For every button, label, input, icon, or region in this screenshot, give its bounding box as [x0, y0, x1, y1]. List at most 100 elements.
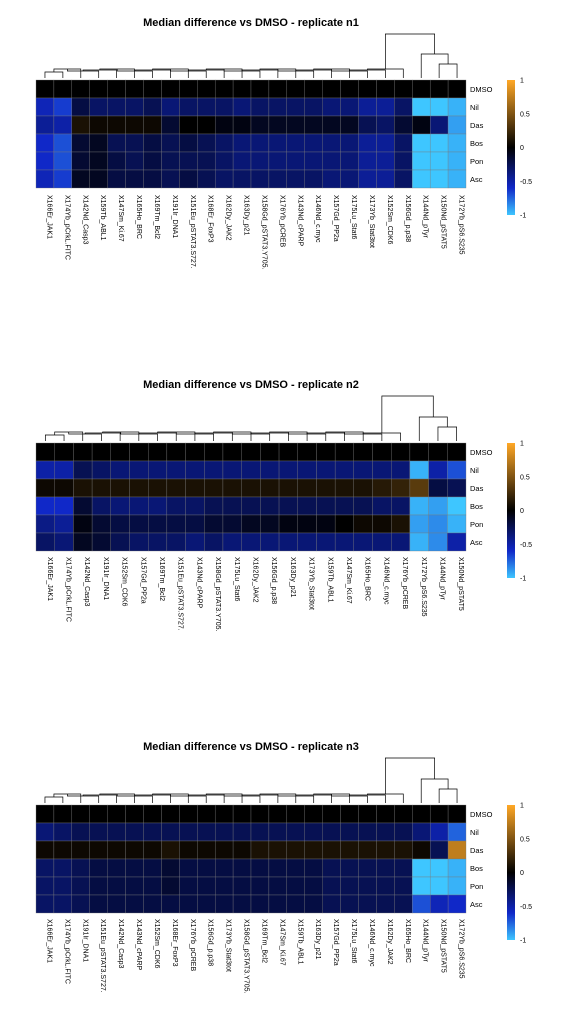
- heatmap-cell: [107, 858, 126, 878]
- heatmap-cell: [125, 115, 144, 135]
- heatmap-cell: [143, 169, 162, 189]
- heatmap-cell: [304, 876, 323, 896]
- heatmap-cell: [161, 840, 180, 860]
- heatmap-cell: [429, 894, 449, 914]
- heatmap-cell: [54, 478, 74, 498]
- heatmap-cell: [241, 442, 261, 462]
- heatmap-cell: [358, 840, 377, 860]
- heatmap-cell: [71, 151, 90, 171]
- heatmap-cell: [107, 133, 126, 153]
- heatmap-cell: [89, 858, 108, 878]
- heatmap-cell: [147, 496, 168, 516]
- heatmap-cell: [110, 496, 130, 516]
- column-label: X152Sm_CDK6: [153, 919, 160, 969]
- heatmap-cell: [214, 169, 234, 189]
- heatmap-cell: [204, 496, 224, 516]
- column-label: X176Yb_pCREB: [189, 919, 196, 971]
- heatmap-cell: [143, 876, 162, 896]
- heatmap-cell: [110, 478, 130, 498]
- heatmap-cell: [412, 804, 431, 824]
- column-label: X158Gd_pSTAT3.Y705.: [260, 195, 267, 270]
- heatmap-cell: [129, 496, 149, 516]
- heatmap-cell: [125, 169, 144, 189]
- heatmap-cell: [376, 133, 395, 153]
- heatmap-cell: [376, 115, 395, 135]
- heatmap-cell: [91, 460, 111, 480]
- color-scale-tick: 1: [520, 441, 524, 448]
- column-label: X191Ir_DNA1: [171, 195, 178, 238]
- heatmap-cell: [334, 514, 355, 534]
- heatmap-cell: [268, 115, 288, 135]
- heatmap-cell: [179, 151, 198, 171]
- heatmap-cell: [222, 514, 242, 534]
- heatmap-cell: [412, 822, 431, 842]
- heatmap-cell: [232, 822, 252, 842]
- heatmap-cell: [143, 804, 162, 824]
- heatmap-cell: [89, 804, 108, 824]
- heatmap-cell: [447, 858, 467, 878]
- column-label: X172Yb_pS6.S235: [458, 919, 465, 979]
- heatmap-cell: [35, 478, 55, 498]
- heatmap-cell: [71, 840, 90, 860]
- heatmap-cell: [447, 514, 467, 534]
- row-label: Nil: [470, 828, 479, 837]
- color-scale-tick: 0: [520, 145, 524, 152]
- heatmap-cell: [334, 460, 355, 480]
- heatmap-cell: [447, 169, 467, 189]
- heatmap-cell: [268, 79, 288, 99]
- heatmap-cell: [316, 460, 336, 480]
- heatmap-cell: [316, 514, 336, 534]
- heatmap-cell: [286, 169, 305, 189]
- heatmap-cell: [166, 460, 186, 480]
- column-label: X172Yb_pS6.S235: [420, 557, 427, 617]
- heatmap-cell: [316, 442, 336, 462]
- heatmap-cell: [372, 442, 392, 462]
- heatmap-cell: [297, 532, 317, 552]
- column-label: X157Gd_PP2a: [332, 195, 339, 242]
- heatmap-cells: [35, 442, 467, 552]
- heatmap-cell: [125, 97, 144, 117]
- heatmap-cell: [71, 169, 90, 189]
- heatmap-cell: [394, 840, 413, 860]
- heatmap-cells: [35, 804, 467, 914]
- heatmap-cell: [322, 840, 341, 860]
- heatmap-cell: [429, 840, 449, 860]
- heatmap-cell: [161, 876, 180, 896]
- heatmap-cell: [376, 858, 395, 878]
- heatmap-cell: [197, 133, 216, 153]
- heatmap-cell: [197, 858, 216, 878]
- heatmap-cell: [89, 822, 108, 842]
- column-label: X173Yb_Stat3tot: [308, 557, 315, 610]
- heatmap-cell: [125, 79, 144, 99]
- heatmap-cell: [89, 115, 108, 135]
- heatmap-cell: [340, 822, 359, 842]
- heatmap-cell: [428, 514, 448, 534]
- heatmap-cell: [73, 532, 93, 552]
- heatmap-cell: [35, 442, 55, 462]
- heatmap-cell: [110, 460, 130, 480]
- heatmap-cell: [179, 133, 198, 153]
- heatmap-cell: [412, 169, 431, 189]
- heatmap-cell: [268, 133, 288, 153]
- heatmap-cell: [429, 151, 449, 171]
- heatmap-cell: [429, 133, 449, 153]
- heatmap-cell: [447, 840, 467, 860]
- color-scale-tick: -0.5: [520, 179, 532, 186]
- heatmap-cell: [278, 442, 298, 462]
- heatmap-cell: [71, 858, 90, 878]
- heatmap-cell: [161, 169, 180, 189]
- heatmap-cell: [340, 79, 359, 99]
- heatmap-cell: [179, 858, 198, 878]
- heatmap-cell: [447, 894, 467, 914]
- heatmap-cell: [340, 169, 359, 189]
- column-label: X150Nd_pSTAT5: [457, 557, 464, 611]
- heatmap-cell: [250, 133, 270, 153]
- heatmap-cell: [125, 858, 144, 878]
- heatmap-cell: [304, 97, 323, 117]
- heatmap-cell: [260, 496, 280, 516]
- heatmap-cell: [73, 514, 93, 534]
- heatmap-cell: [107, 876, 126, 896]
- heatmap-cell: [260, 460, 280, 480]
- heatmap-cell: [394, 115, 413, 135]
- heatmap-cell: [340, 858, 359, 878]
